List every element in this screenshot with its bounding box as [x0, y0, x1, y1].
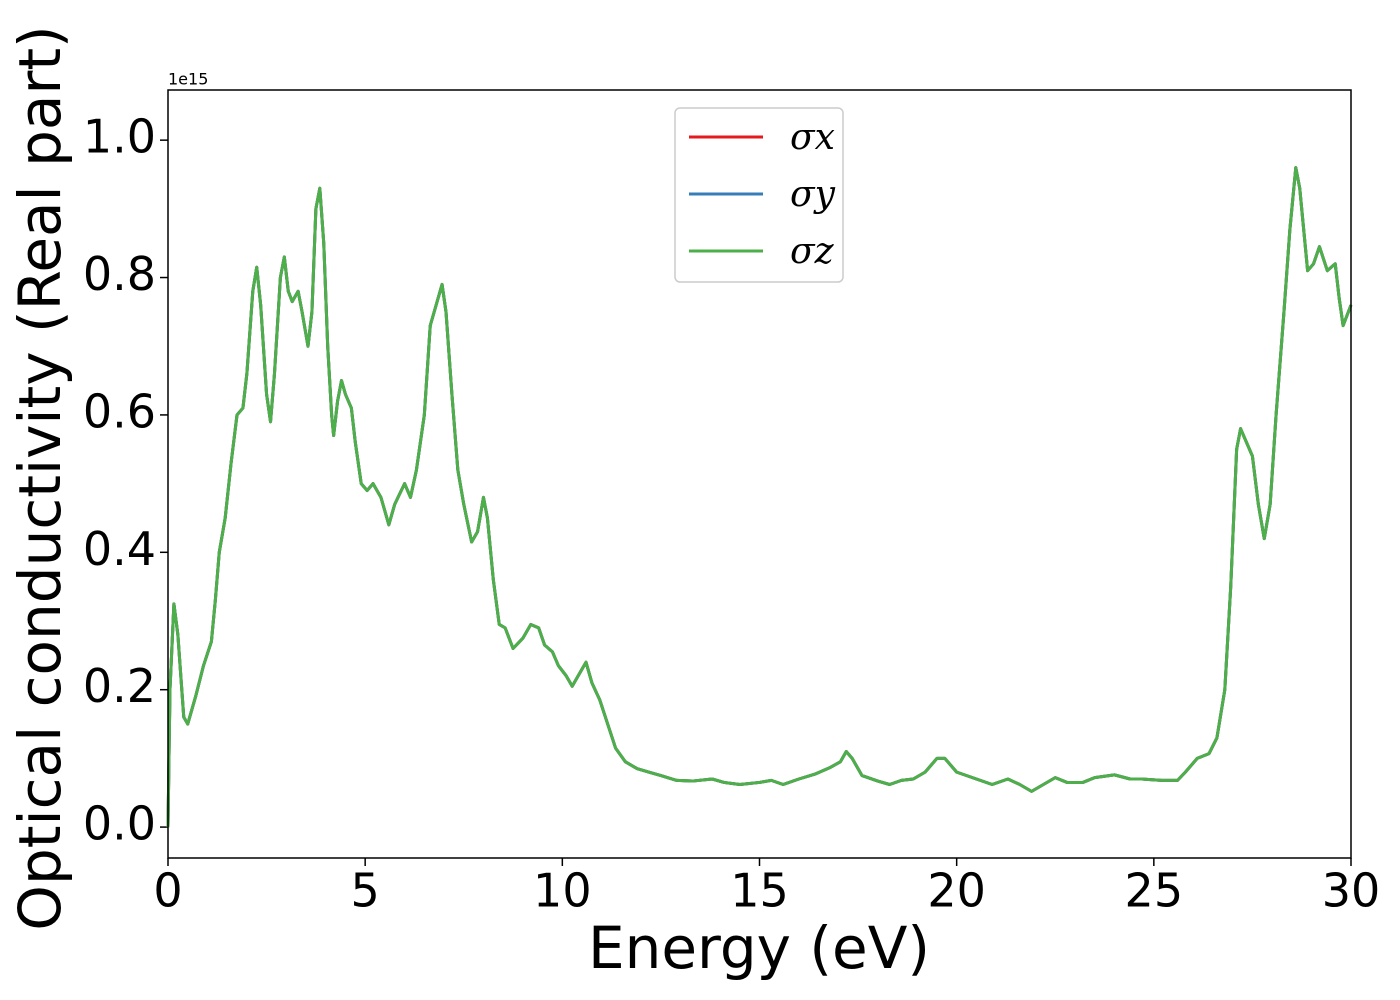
y-tick-label: 0.6 [83, 384, 156, 438]
series-line [166, 166, 1353, 828]
y-tick-label: 0.2 [83, 659, 156, 713]
plot-frame [167, 89, 1352, 859]
x-tick-label: 5 [351, 864, 380, 918]
y-axis-label: Optical conductivity (Real part) [6, 25, 74, 930]
y-tick-label: 0.4 [83, 522, 156, 576]
x-tick-label: 15 [730, 864, 789, 918]
y-tick-label: 0.8 [83, 247, 156, 301]
y-tick-label: 0.0 [83, 797, 156, 851]
x-tick-label: 30 [1322, 864, 1381, 918]
legend-label: σz [790, 231, 835, 272]
offset-label: 1e15 [168, 70, 208, 89]
legend-label: σx [790, 117, 835, 158]
x-tick-label: 20 [927, 864, 986, 918]
x-tick-label: 25 [1125, 864, 1184, 918]
x-axis-label: Energy (eV) [588, 914, 930, 982]
y-tick-label: 1.0 [83, 110, 156, 164]
x-tick-label: 10 [533, 864, 592, 918]
x-tick-label: 0 [153, 864, 182, 918]
legend-label: σy [790, 174, 836, 215]
